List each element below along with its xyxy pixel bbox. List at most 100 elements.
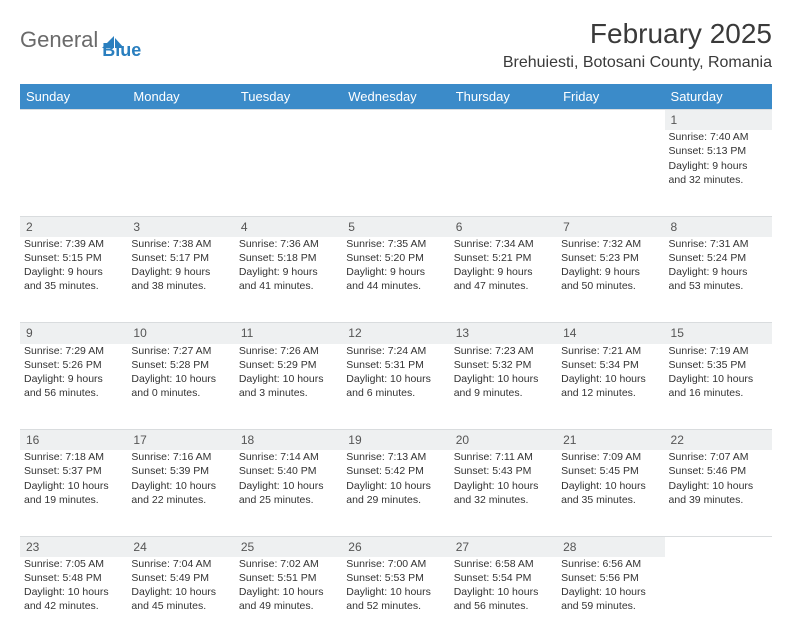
daylight-text: and 44 minutes.: [346, 279, 445, 293]
day-number: 28: [557, 536, 664, 557]
day-cell: Sunrise: 7:00 AMSunset: 5:53 PMDaylight:…: [342, 557, 449, 643]
day-content-row: Sunrise: 7:05 AMSunset: 5:48 PMDaylight:…: [20, 557, 772, 643]
day-cell: Sunrise: 6:58 AMSunset: 5:54 PMDaylight:…: [450, 557, 557, 643]
day-number: 18: [235, 430, 342, 451]
daylight-text: and 32 minutes.: [454, 493, 553, 507]
daylight-text: and 38 minutes.: [131, 279, 230, 293]
day-cell: Sunrise: 7:18 AMSunset: 5:37 PMDaylight:…: [20, 450, 127, 536]
day-number: 3: [127, 216, 234, 237]
daylight-text: Daylight: 10 hours: [24, 585, 123, 599]
day-cell: Sunrise: 7:26 AMSunset: 5:29 PMDaylight:…: [235, 344, 342, 430]
daylight-text: and 35 minutes.: [561, 493, 660, 507]
sunrise-text: Sunrise: 7:16 AM: [131, 450, 230, 464]
sunrise-text: Sunrise: 7:21 AM: [561, 344, 660, 358]
day-cell: [450, 130, 557, 216]
daylight-text: and 49 minutes.: [239, 599, 338, 613]
sunrise-text: Sunrise: 7:32 AM: [561, 237, 660, 251]
daylight-text: and 50 minutes.: [561, 279, 660, 293]
day-cell: [557, 130, 664, 216]
day-cell: Sunrise: 7:27 AMSunset: 5:28 PMDaylight:…: [127, 344, 234, 430]
daylight-text: and 42 minutes.: [24, 599, 123, 613]
month-title: February 2025: [503, 18, 772, 50]
day-cell: Sunrise: 7:04 AMSunset: 5:49 PMDaylight:…: [127, 557, 234, 643]
sunset-text: Sunset: 5:46 PM: [669, 464, 768, 478]
sunrise-text: Sunrise: 7:34 AM: [454, 237, 553, 251]
sunrise-text: Sunrise: 7:38 AM: [131, 237, 230, 251]
sunset-text: Sunset: 5:39 PM: [131, 464, 230, 478]
sunset-text: Sunset: 5:53 PM: [346, 571, 445, 585]
sunrise-text: Sunrise: 7:04 AM: [131, 557, 230, 571]
day-number: 17: [127, 430, 234, 451]
sunrise-text: Sunrise: 7:40 AM: [669, 130, 768, 144]
daylight-text: and 47 minutes.: [454, 279, 553, 293]
day-content-row: Sunrise: 7:18 AMSunset: 5:37 PMDaylight:…: [20, 450, 772, 536]
day-number: 11: [235, 323, 342, 344]
daylight-text: and 52 minutes.: [346, 599, 445, 613]
day-cell: Sunrise: 7:09 AMSunset: 5:45 PMDaylight:…: [557, 450, 664, 536]
day-cell: [20, 130, 127, 216]
day-number-row: 1: [20, 110, 772, 131]
daylight-text: Daylight: 10 hours: [346, 585, 445, 599]
daylight-text: Daylight: 10 hours: [24, 479, 123, 493]
daylight-text: and 3 minutes.: [239, 386, 338, 400]
day-content-row: Sunrise: 7:40 AMSunset: 5:13 PMDaylight:…: [20, 130, 772, 216]
daylight-text: and 16 minutes.: [669, 386, 768, 400]
sunset-text: Sunset: 5:29 PM: [239, 358, 338, 372]
day-cell: Sunrise: 7:40 AMSunset: 5:13 PMDaylight:…: [665, 130, 772, 216]
sunrise-text: Sunrise: 7:13 AM: [346, 450, 445, 464]
daylight-text: Daylight: 10 hours: [346, 372, 445, 386]
weekday-header: Monday: [127, 84, 234, 110]
sunrise-text: Sunrise: 7:39 AM: [24, 237, 123, 251]
daylight-text: Daylight: 10 hours: [239, 585, 338, 599]
day-number: 20: [450, 430, 557, 451]
weekday-header: Friday: [557, 84, 664, 110]
daylight-text: and 25 minutes.: [239, 493, 338, 507]
daylight-text: Daylight: 9 hours: [669, 159, 768, 173]
daylight-text: and 9 minutes.: [454, 386, 553, 400]
day-cell: Sunrise: 7:29 AMSunset: 5:26 PMDaylight:…: [20, 344, 127, 430]
daylight-text: Daylight: 10 hours: [561, 372, 660, 386]
day-number: 23: [20, 536, 127, 557]
sunset-text: Sunset: 5:35 PM: [669, 358, 768, 372]
daylight-text: Daylight: 10 hours: [131, 585, 230, 599]
daylight-text: Daylight: 9 hours: [561, 265, 660, 279]
sunrise-text: Sunrise: 7:09 AM: [561, 450, 660, 464]
sunrise-text: Sunrise: 6:58 AM: [454, 557, 553, 571]
daylight-text: and 56 minutes.: [454, 599, 553, 613]
sunrise-text: Sunrise: 7:31 AM: [669, 237, 768, 251]
daylight-text: Daylight: 10 hours: [669, 372, 768, 386]
day-cell: [235, 130, 342, 216]
day-cell: [127, 130, 234, 216]
logo-text-2: Blue: [102, 40, 141, 61]
day-number: 4: [235, 216, 342, 237]
sunset-text: Sunset: 5:37 PM: [24, 464, 123, 478]
day-content-row: Sunrise: 7:29 AMSunset: 5:26 PMDaylight:…: [20, 344, 772, 430]
weekday-header: Wednesday: [342, 84, 449, 110]
day-number: 1: [665, 110, 772, 131]
day-number-row: 9101112131415: [20, 323, 772, 344]
day-cell: Sunrise: 7:07 AMSunset: 5:46 PMDaylight:…: [665, 450, 772, 536]
sunset-text: Sunset: 5:56 PM: [561, 571, 660, 585]
daylight-text: Daylight: 10 hours: [131, 372, 230, 386]
day-number: 6: [450, 216, 557, 237]
daylight-text: Daylight: 10 hours: [669, 479, 768, 493]
sunrise-text: Sunrise: 7:27 AM: [131, 344, 230, 358]
daylight-text: and 29 minutes.: [346, 493, 445, 507]
day-cell: Sunrise: 7:35 AMSunset: 5:20 PMDaylight:…: [342, 237, 449, 323]
daylight-text: Daylight: 10 hours: [561, 585, 660, 599]
day-number: 13: [450, 323, 557, 344]
day-number: [557, 110, 664, 131]
sunset-text: Sunset: 5:48 PM: [24, 571, 123, 585]
sunrise-text: Sunrise: 7:00 AM: [346, 557, 445, 571]
daylight-text: Daylight: 10 hours: [131, 479, 230, 493]
sunrise-text: Sunrise: 7:29 AM: [24, 344, 123, 358]
location: Brehuiesti, Botosani County, Romania: [503, 54, 772, 72]
day-cell: [342, 130, 449, 216]
sunset-text: Sunset: 5:32 PM: [454, 358, 553, 372]
weekday-header: Tuesday: [235, 84, 342, 110]
sunrise-text: Sunrise: 7:14 AM: [239, 450, 338, 464]
day-cell: Sunrise: 7:38 AMSunset: 5:17 PMDaylight:…: [127, 237, 234, 323]
sunrise-text: Sunrise: 7:35 AM: [346, 237, 445, 251]
daylight-text: and 19 minutes.: [24, 493, 123, 507]
daylight-text: Daylight: 10 hours: [454, 372, 553, 386]
